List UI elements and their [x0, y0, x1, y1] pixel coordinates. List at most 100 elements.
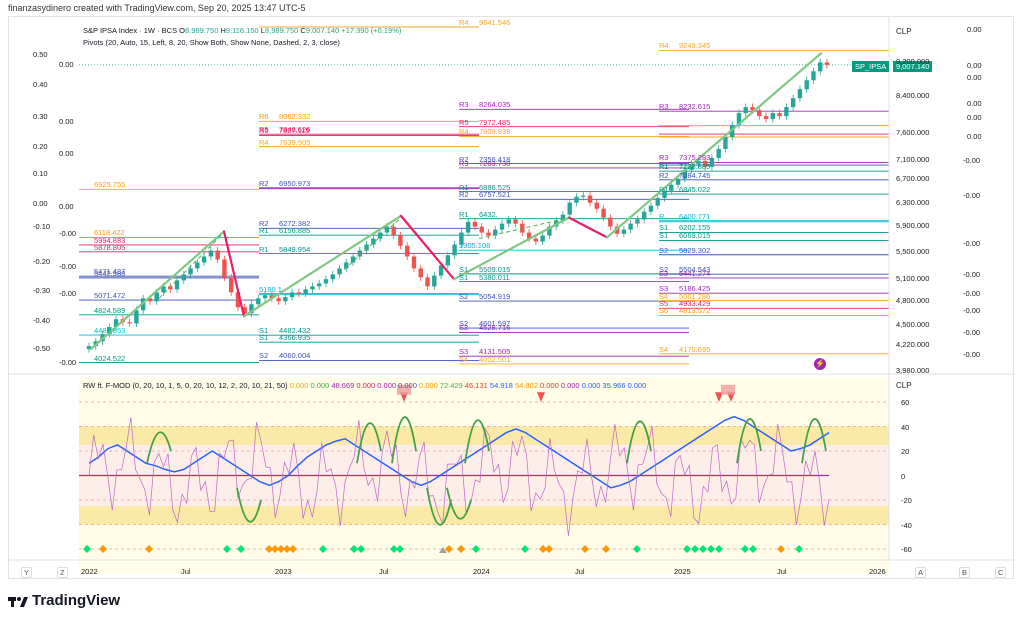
candle-body — [621, 229, 627, 234]
left-axis-label: 0.30 — [33, 112, 48, 121]
candle-body — [784, 107, 789, 117]
left-axis-label: -0.30 — [33, 286, 51, 295]
auto-scale-button[interactable]: A — [915, 567, 927, 578]
zigzag-segment — [605, 52, 823, 239]
zigzag-segment — [399, 214, 456, 281]
candle-body — [567, 202, 572, 215]
candle-body — [655, 197, 660, 206]
pivot-value-label: 5994.883 — [94, 235, 126, 245]
candle-body — [675, 178, 681, 185]
left-axis-label: 0.00 — [33, 199, 48, 208]
osc-diamond — [691, 545, 699, 553]
candle-body — [147, 298, 153, 302]
price-axis-label: 8,400.000 — [896, 91, 930, 100]
time-axis-label: 2025 — [674, 567, 691, 576]
candle-body — [513, 219, 518, 224]
candle-body — [750, 107, 755, 111]
osc-diamond — [289, 545, 297, 553]
candle-body — [195, 262, 200, 269]
candle-body — [804, 80, 809, 90]
candle-body — [696, 160, 701, 164]
b-button[interactable]: B — [959, 567, 971, 578]
pivot-value-label: 4170.695 — [679, 344, 711, 354]
candle-body — [614, 226, 620, 234]
candle-body — [201, 256, 207, 263]
candle-body — [723, 137, 728, 149]
osc-diamond — [741, 545, 749, 553]
pivot-value-label: 6925.755 — [94, 180, 126, 190]
pivot-level-label: S3 — [659, 268, 669, 278]
time-axis-label: Jul — [379, 567, 389, 576]
pivot-value-label: 6400.771 — [679, 211, 711, 221]
c-button[interactable]: C — [995, 567, 1007, 578]
pivot-level-label: S6 — [659, 306, 669, 316]
candle-body — [702, 160, 708, 167]
candle-body — [818, 62, 823, 72]
pivot-value-label: 5071.472 — [94, 291, 126, 300]
time-axis-label: 2026 — [869, 567, 886, 576]
pivot-value-label: 5054.919 — [479, 291, 511, 301]
pivot-value-label: 4933.429 — [679, 299, 711, 309]
pivot-value-label: 7084.745 — [679, 170, 711, 180]
chart-frame[interactable]: S&P IPSA Index · 1W · BCS O8,989.750 H9,… — [8, 16, 1015, 580]
price-axis-label: 5,100.000 — [896, 274, 930, 283]
osc-diamond — [83, 545, 91, 553]
price-axis-label: 6,700.000 — [896, 174, 930, 183]
osc-green-trough — [446, 487, 472, 520]
osc-diamond — [749, 545, 757, 553]
osc-value: 0.000 — [416, 381, 438, 390]
pivot-level-label: R1 — [259, 226, 269, 236]
candle-body — [377, 232, 383, 239]
tradingview-brand[interactable]: TradingView — [32, 592, 121, 609]
candle-body — [418, 268, 423, 278]
pivot-value-label: 6202.155 — [679, 223, 711, 233]
osc-highlight — [397, 384, 411, 395]
pivot-value-label: 9641.546 — [479, 17, 511, 27]
lightning-icon[interactable]: ⚡ — [814, 358, 826, 370]
pivot-value-label: 7972.485 — [479, 117, 511, 127]
pivot-level-label: S1 — [259, 326, 269, 336]
candle-body — [438, 265, 444, 276]
candle-body — [283, 297, 288, 302]
symbol-legend: S&P IPSA Index · 1W · BCS O8,989.750 H9,… — [83, 26, 401, 35]
osc-diamond — [99, 545, 107, 553]
pivot-level-label: R2 — [459, 154, 469, 164]
candle-body — [763, 116, 769, 120]
pivot-value-label: 6757.521 — [479, 190, 511, 200]
candle-body — [249, 304, 254, 314]
main-chart-svg[interactable] — [9, 17, 1015, 580]
osc-green-peak — [146, 431, 172, 464]
price-axis-label: 6,300.000 — [896, 198, 930, 207]
pivot-value-label: 6156.885 — [279, 226, 311, 236]
osc-diamond — [795, 545, 803, 553]
osc-diamond — [283, 545, 291, 553]
osc-diamond — [472, 545, 480, 553]
z-axis-button[interactable]: Z — [57, 567, 68, 578]
candle-body — [337, 268, 342, 275]
candle-body — [303, 289, 308, 294]
osc-diamond — [271, 545, 279, 553]
candle-body — [384, 226, 390, 233]
ohlc-c: C9,007.140 — [298, 26, 340, 35]
pivot-value-label: 7639.905 — [279, 137, 311, 147]
osc-diamond — [145, 545, 153, 553]
osc-diamond — [707, 545, 715, 553]
pivot-value-label: 4813.572 — [679, 306, 711, 316]
pivot-level-label: S2 — [659, 245, 669, 255]
right-axis2-label: -0.00 — [963, 270, 981, 279]
candle-body — [154, 292, 159, 302]
osc-diamond — [445, 545, 453, 553]
time-axis-label: Jul — [181, 567, 191, 576]
pivot-value-label: 5180.1 — [259, 284, 282, 294]
candle-body — [459, 232, 464, 245]
pivot-level-label: S1 — [459, 264, 469, 274]
pivot-value-label: 6886.525 — [479, 182, 511, 192]
candle-body — [479, 226, 484, 233]
candle-body — [364, 244, 369, 251]
price-axis-label: 4,500.000 — [896, 320, 930, 329]
pivot-value-label: 4131.505 — [479, 347, 511, 357]
osc-red-triangle — [537, 392, 545, 402]
osc-values: 0.000 0.000 48.669 0.000 0.000 0.000 0.0… — [290, 381, 647, 390]
candle-body — [797, 89, 803, 99]
y-axis-button[interactable]: Y — [21, 567, 33, 578]
